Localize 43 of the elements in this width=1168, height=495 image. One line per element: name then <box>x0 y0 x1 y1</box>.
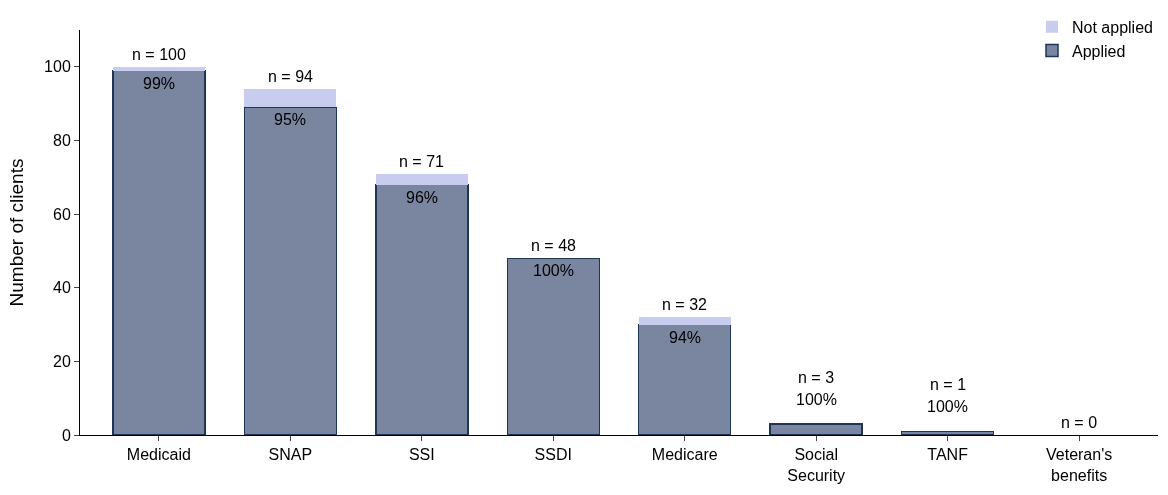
bar <box>375 183 469 435</box>
y-axis-title: Number of clients <box>5 158 27 307</box>
total-label: n = 48 <box>531 237 577 254</box>
bar <box>638 317 731 325</box>
total-label: n = 3 <box>798 369 835 386</box>
bar <box>900 430 995 435</box>
annotation: 100% <box>533 262 574 279</box>
y-tick-label: 0 <box>61 426 71 444</box>
legend-label: Not applied <box>1072 18 1153 36</box>
bar <box>769 423 863 435</box>
annotation: 99% <box>143 75 176 92</box>
annotation: 100% <box>796 391 837 408</box>
x-tick-label: TANF <box>927 446 969 464</box>
x-tick-label: SNAP <box>268 446 313 464</box>
bar <box>112 66 205 71</box>
total-label: n = 71 <box>399 153 445 170</box>
bar <box>112 69 206 435</box>
x-tick-label: SSI <box>408 446 435 464</box>
y-tick-label: 80 <box>53 132 71 150</box>
total-label: n = 32 <box>662 296 708 313</box>
legend-label: Applied <box>1072 42 1126 60</box>
annotation: 96% <box>406 189 439 206</box>
total-label: n = 94 <box>268 68 314 85</box>
total-label: n = 100 <box>132 46 186 63</box>
y-tick-label: 60 <box>53 205 71 223</box>
y-tick-label: 20 <box>53 352 71 370</box>
bar <box>637 323 732 435</box>
x-tick-label: Medicaid <box>126 446 191 464</box>
y-tick-label: 100 <box>44 58 71 76</box>
annotation: 95% <box>274 111 307 128</box>
bar <box>506 257 601 435</box>
x-tick-label: Social Security <box>787 446 846 484</box>
bar <box>244 88 337 108</box>
bar <box>243 106 338 435</box>
annotation: 94% <box>669 329 702 346</box>
total-label: n = 0 <box>1061 414 1098 431</box>
total-label: n = 1 <box>930 376 967 393</box>
x-tick-label: SSDI <box>534 446 572 464</box>
x-tick-label: Veteran's benefits <box>1046 446 1113 484</box>
bar <box>375 173 468 185</box>
y-tick-label: 40 <box>53 279 71 297</box>
x-tick-label: Medicare <box>651 446 718 464</box>
annotation: 100% <box>927 398 968 415</box>
